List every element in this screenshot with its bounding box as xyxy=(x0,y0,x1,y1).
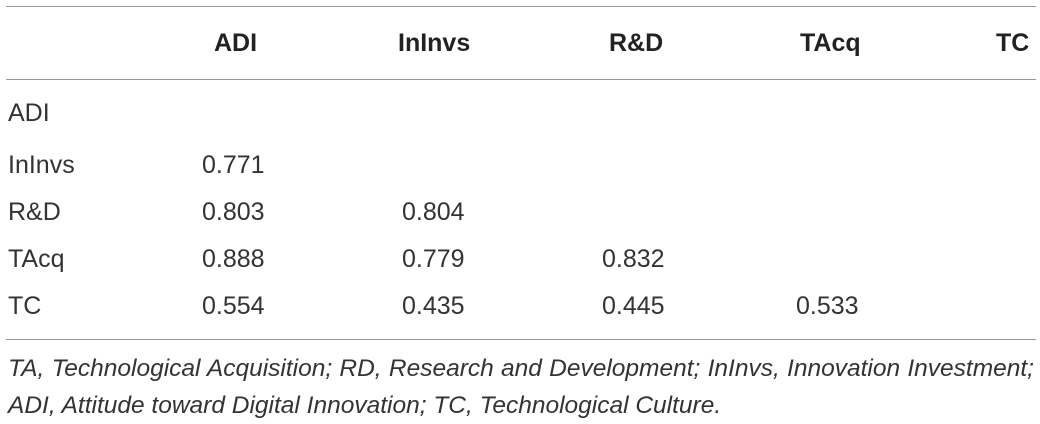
header-rule xyxy=(6,79,1036,80)
table-cell: 0.533 xyxy=(796,292,859,320)
row-label: R&D xyxy=(8,198,61,226)
row-label: InInvs xyxy=(8,151,75,179)
bottom-rule xyxy=(6,339,1036,340)
table-cell: 0.832 xyxy=(602,245,665,273)
top-rule xyxy=(6,6,1036,7)
table-header-row: ADI InInvs R&D TAcq TC xyxy=(6,26,1036,60)
header-ininvs: InInvs xyxy=(398,29,471,57)
table-cell: 0.779 xyxy=(402,245,465,273)
table-cell: 0.445 xyxy=(602,292,665,320)
table-cell: 0.803 xyxy=(202,198,265,226)
table-row: R&D 0.803 0.804 xyxy=(6,195,1036,229)
row-label: TAcq xyxy=(8,245,65,273)
table-footnote: TA, Technological Acquisition; RD, Resea… xyxy=(8,355,1034,419)
header-adi: ADI xyxy=(214,29,258,57)
table-row: ADI xyxy=(6,96,1036,130)
table-cell: 0.888 xyxy=(202,245,265,273)
table-cell: 0.435 xyxy=(402,292,465,320)
header-tacq: TAcq xyxy=(800,29,861,57)
table-cell: 0.804 xyxy=(402,198,465,226)
table-row: TAcq 0.888 0.779 0.832 xyxy=(6,242,1036,276)
row-label: TC xyxy=(8,292,42,320)
table-row: InInvs 0.771 xyxy=(6,148,1036,182)
table-row: TC 0.554 0.435 0.445 0.533 xyxy=(6,289,1036,323)
table-cell: 0.771 xyxy=(202,151,265,179)
table-cell: 0.554 xyxy=(202,292,265,320)
header-tc: TC xyxy=(996,29,1030,57)
header-rd: R&D xyxy=(609,29,664,57)
row-label: ADI xyxy=(8,99,50,127)
